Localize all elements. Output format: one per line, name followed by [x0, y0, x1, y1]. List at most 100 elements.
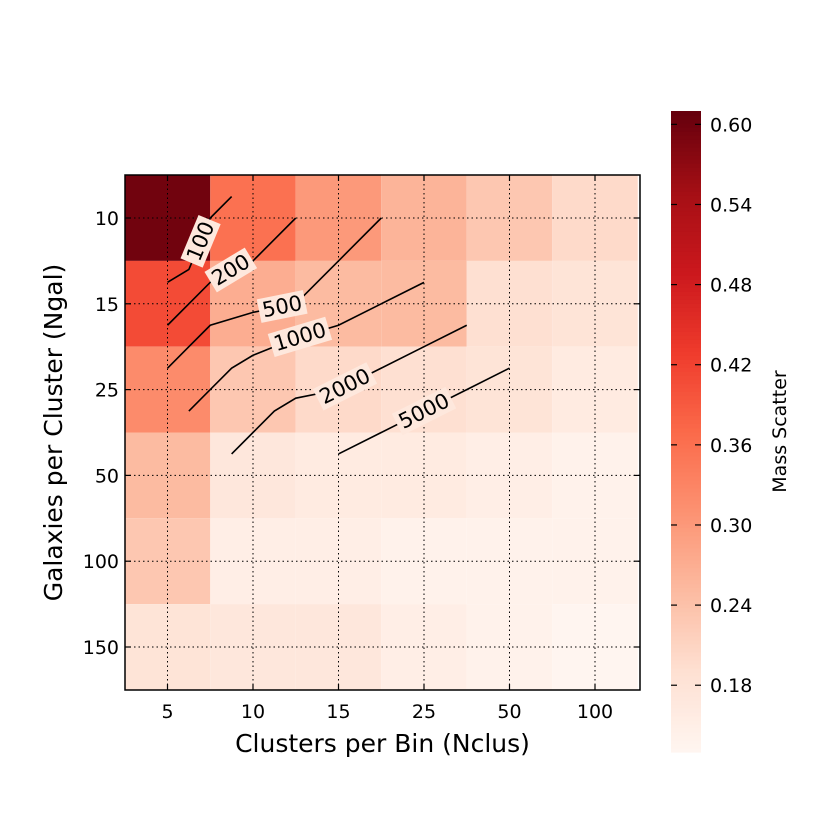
colorbar-segment [671, 539, 701, 545]
colorbar-segment [671, 199, 701, 204]
colorbar-segment [671, 415, 701, 421]
colorbar-segment [671, 523, 701, 529]
colorbar-segment [671, 511, 701, 517]
colorbar-segment [671, 155, 701, 160]
colorbar-segment [671, 331, 701, 336]
colorbar-tick-label: 0.60 [710, 114, 752, 136]
colorbar-tick-label: 0.30 [710, 515, 752, 537]
colorbar-segment [671, 731, 701, 737]
colorbar-segment [671, 555, 701, 561]
y-axis-title: Galaxies per Cluster (Ngal) [39, 264, 68, 602]
colorbar-tick-label: 0.18 [710, 675, 752, 697]
colorbar-segment [671, 651, 701, 657]
colorbar-segment [671, 335, 701, 340]
y-tick-label: 15 [95, 294, 119, 316]
colorbar-segment [671, 395, 701, 401]
colorbar-tick-label: 0.42 [710, 355, 752, 377]
colorbar-segment [671, 187, 701, 192]
colorbar-segment [671, 123, 701, 128]
colorbar-segment [671, 475, 701, 481]
x-axis-ticks: 5 10 15 25 50 100 [161, 175, 613, 723]
colorbar-segment [671, 327, 701, 332]
y-tick-label: 150 [83, 637, 119, 659]
colorbar-segment [671, 587, 701, 593]
colorbar-segment [671, 351, 701, 356]
colorbar-segment [671, 563, 701, 569]
colorbar-segment [671, 643, 701, 649]
colorbar-segment [671, 719, 701, 725]
colorbar-segment [671, 239, 701, 244]
colorbar-segment [671, 747, 701, 753]
colorbar-segment [671, 227, 701, 232]
colorbar-tick-label: 0.24 [710, 595, 752, 617]
colorbar-segment [671, 679, 701, 685]
colorbar-segment [671, 303, 701, 308]
colorbar-segment [671, 671, 701, 677]
colorbar-segment [671, 403, 701, 409]
colorbar-segment [671, 647, 701, 653]
colorbar-segment [671, 231, 701, 236]
colorbar-segment [671, 727, 701, 733]
colorbar-segment [671, 663, 701, 669]
colorbar-segment [671, 591, 701, 597]
colorbar-segment [671, 531, 701, 537]
colorbar-segment [671, 207, 701, 212]
colorbar-segment [671, 203, 701, 208]
colorbar-segment [671, 687, 701, 693]
plot-frame [124, 174, 641, 691]
colorbar-segment [671, 695, 701, 701]
colorbar-segment [671, 611, 701, 617]
colorbar-segment [671, 219, 701, 224]
colorbar-segment [671, 247, 701, 252]
colorbar-segment [671, 375, 701, 381]
colorbar-segment [671, 423, 701, 429]
colorbar-segment [671, 439, 701, 445]
colorbar-segment [671, 655, 701, 661]
colorbar-segment [671, 455, 701, 461]
colorbar-segment [671, 479, 701, 485]
colorbar-segment [671, 223, 701, 228]
y-tick-label: 10 [95, 208, 119, 230]
colorbar-segment [671, 623, 701, 629]
colorbar-segment [671, 571, 701, 577]
colorbar-segment [671, 279, 701, 284]
colorbar-segment [671, 619, 701, 625]
colorbar-segment [671, 163, 701, 168]
colorbar-segment [671, 411, 701, 417]
colorbar-segment [671, 235, 701, 240]
colorbar-segment [671, 391, 701, 397]
colorbar-segment [671, 283, 701, 288]
colorbar-segment [671, 167, 701, 172]
colorbar-segment [671, 575, 701, 581]
colorbar-segment [671, 191, 701, 196]
colorbar-segment [671, 323, 701, 328]
colorbar-segment [671, 295, 701, 300]
colorbar-segment [671, 491, 701, 497]
contour-label-bg [267, 316, 333, 358]
colorbar-segment [671, 667, 701, 673]
colorbar-segment [671, 139, 701, 144]
colorbar-segment [671, 383, 701, 389]
colorbar-segment [671, 119, 701, 124]
colorbar-segment [671, 387, 701, 393]
colorbar-segment [671, 399, 701, 405]
colorbar-segment [671, 495, 701, 501]
colorbar-segment [671, 607, 701, 613]
colorbar-segment [671, 711, 701, 717]
colorbar-segment [671, 535, 701, 541]
colorbar-segment [671, 487, 701, 493]
colorbar-segment [671, 115, 701, 120]
colorbar-segment [671, 287, 701, 292]
colorbar-segment [671, 551, 701, 557]
contour-label-bg [180, 214, 221, 268]
colorbar-segment [671, 603, 701, 609]
colorbar-segment [671, 631, 701, 637]
colorbar-segment [671, 147, 701, 152]
colorbar-segment [671, 159, 701, 164]
colorbar-segment [671, 131, 701, 136]
x-tick-label: 15 [326, 701, 350, 723]
colorbar-segment [671, 599, 701, 605]
colorbar-tick-label: 0.48 [710, 275, 752, 297]
colorbar-segment [671, 263, 701, 268]
colorbar-segment [671, 707, 701, 713]
